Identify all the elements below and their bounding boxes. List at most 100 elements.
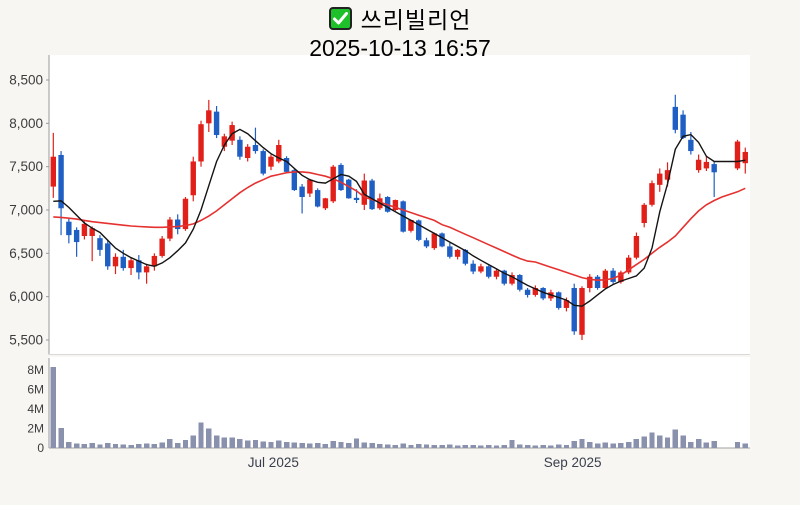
price-axis-labels: 8,500 8,000 7,500 7,000 6,500 6,000 5,500	[9, 73, 49, 348]
svg-text:5,500: 5,500	[9, 333, 43, 348]
volume-bar	[649, 432, 655, 448]
volume-bar	[711, 441, 717, 448]
volume-bar	[353, 438, 360, 448]
down-candle-body	[594, 276, 601, 288]
down-candle-body	[97, 238, 103, 250]
up-candle-body	[330, 166, 336, 202]
volume-bar	[213, 435, 220, 448]
down-candle-body	[680, 114, 686, 139]
volume-bar	[633, 439, 640, 448]
up-candle-body	[198, 124, 204, 162]
volume-bar	[128, 445, 134, 448]
down-candle-body	[610, 270, 616, 282]
volume-bar	[151, 444, 158, 448]
volume-bar	[695, 439, 702, 448]
candles	[50, 94, 748, 340]
down-candle-body	[291, 170, 298, 191]
svg-text:7,500: 7,500	[9, 159, 43, 174]
volume-bar	[462, 445, 469, 448]
volume-bar	[338, 442, 344, 448]
down-candle-body	[175, 219, 181, 230]
axes	[48, 55, 750, 449]
up-candle-body	[579, 288, 585, 335]
down-candle-body	[439, 233, 445, 247]
volume-bar	[384, 444, 391, 448]
up-candle-body	[206, 110, 212, 124]
volume-bar	[672, 429, 678, 448]
volume-bar	[66, 442, 72, 448]
up-candle-body	[734, 141, 741, 169]
up-candle-body	[509, 275, 515, 284]
volume-bar	[268, 442, 274, 448]
down-candle-body	[346, 179, 352, 199]
up-candle-body	[151, 255, 158, 267]
down-candle-body	[524, 289, 531, 295]
down-candle-body	[260, 151, 266, 174]
up-candle-body	[50, 156, 56, 187]
volume-bar	[734, 442, 741, 448]
up-candle-body	[128, 260, 134, 269]
volume-bar	[478, 445, 484, 448]
up-candle-body	[182, 198, 189, 230]
volume-bar	[400, 443, 406, 448]
volume-bar	[81, 444, 88, 448]
svg-text:8,000: 8,000	[9, 116, 43, 131]
volume-bar	[688, 442, 694, 448]
volume-bar	[555, 444, 562, 448]
down-candle-body	[423, 240, 430, 247]
down-candle-body	[711, 164, 717, 173]
down-candle-body	[237, 139, 243, 157]
down-candle-body	[338, 164, 344, 191]
down-candle-body	[213, 111, 220, 136]
down-candle-body	[486, 266, 492, 277]
volume-bar	[97, 444, 103, 448]
down-candle-body	[571, 288, 577, 332]
svg-text:6M: 6M	[27, 383, 44, 397]
up-candle-body	[190, 161, 196, 196]
stock-title: 쓰리빌리언	[360, 7, 472, 33]
volume-bar	[167, 439, 173, 448]
down-candle-body	[58, 154, 64, 209]
up-candle-body	[229, 125, 235, 141]
volume-bar	[509, 440, 515, 448]
chart-header: 쓰리빌리언 2025-10-13 16:57	[0, 0, 800, 62]
volume-bar	[423, 444, 430, 448]
volume-bar	[680, 435, 686, 448]
down-candle-body	[462, 249, 469, 264]
down-candle-body	[252, 145, 259, 152]
up-candle-body	[703, 161, 710, 169]
down-candle-body	[66, 221, 72, 236]
up-candle-body	[112, 256, 119, 267]
svg-text:6,500: 6,500	[9, 246, 43, 261]
volume-bar	[73, 443, 80, 448]
up-candle-body	[276, 145, 282, 162]
volume-bar	[454, 445, 461, 448]
down-candle-body	[353, 197, 360, 201]
down-candle-body	[73, 229, 80, 243]
volume-bar	[493, 445, 500, 448]
volume-bar	[587, 442, 593, 448]
volume-bar	[571, 441, 577, 448]
svg-text:7,000: 7,000	[9, 203, 43, 218]
volume-bar	[369, 443, 375, 448]
up-candle-body	[81, 223, 88, 236]
up-candle-body	[159, 238, 165, 256]
up-candle-body	[392, 200, 399, 210]
up-candle-body	[657, 173, 663, 185]
volume-bar	[641, 436, 647, 448]
up-candle-body	[143, 266, 150, 273]
volume-bar	[50, 367, 56, 448]
up-candle-body	[167, 219, 173, 239]
down-candle-body	[672, 106, 678, 130]
volume-bar	[540, 445, 546, 448]
down-candle-body	[447, 246, 453, 257]
volume-bar	[486, 445, 492, 448]
volume-bar	[517, 444, 523, 448]
volume-axis-labels: 8M 6M 4M 2M 0	[27, 363, 44, 455]
ma-fast-line	[53, 128, 746, 307]
up-candle-body	[742, 151, 748, 164]
chart-timestamp: 2025-10-13 16:57	[309, 35, 491, 61]
down-candle-body	[688, 139, 694, 152]
volume-bar	[657, 435, 663, 448]
